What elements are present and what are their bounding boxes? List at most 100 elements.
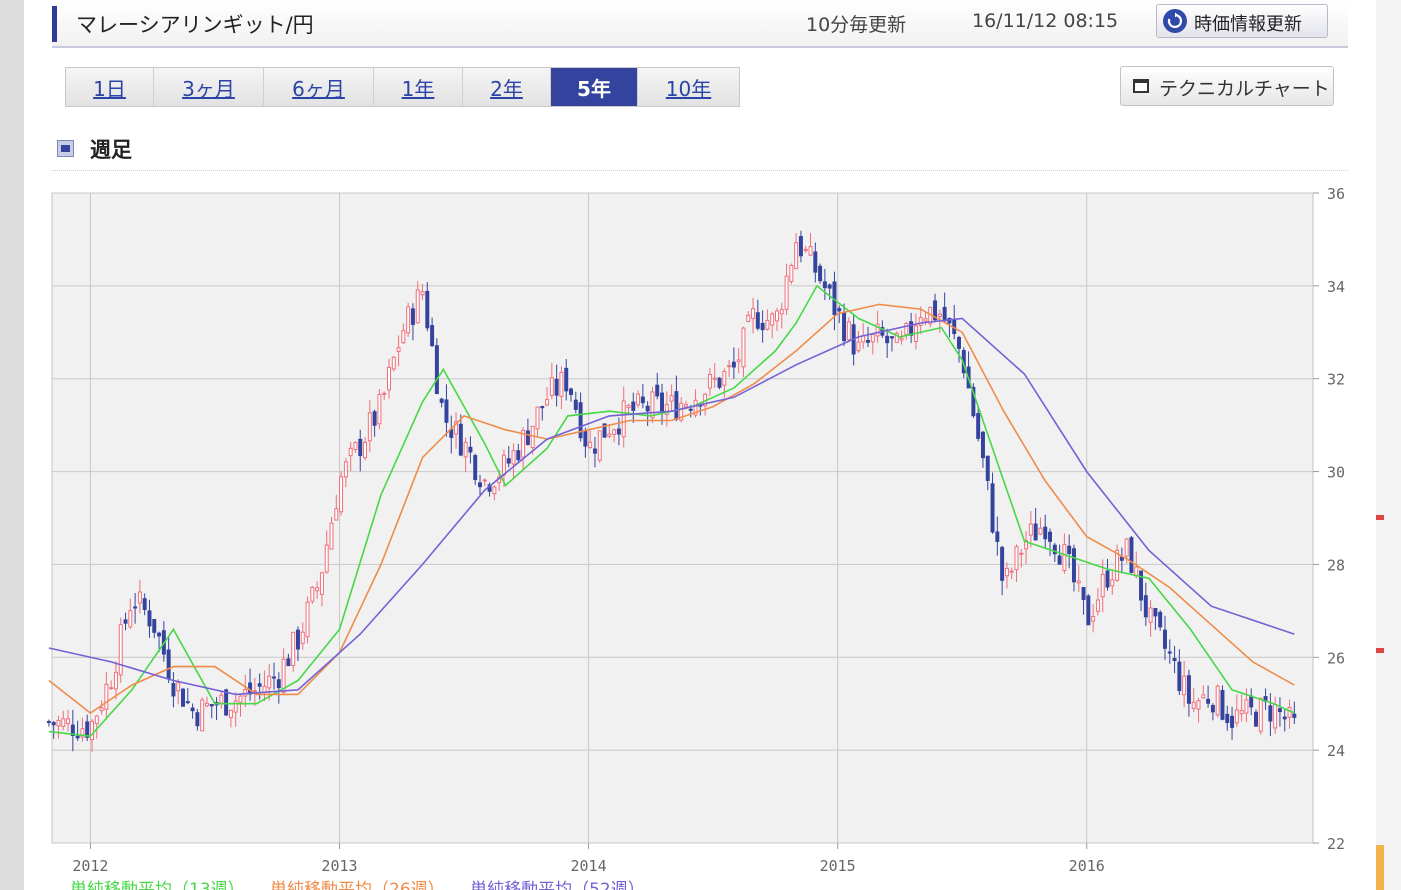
y-tick-label: 28 (1327, 556, 1345, 574)
candle-body (109, 687, 114, 690)
candle-body (319, 572, 324, 595)
candle-body (334, 508, 339, 521)
candle-body (516, 450, 521, 461)
candle-body (545, 399, 550, 406)
candle-body (755, 312, 760, 329)
candle-body (430, 325, 435, 347)
candle-body (837, 308, 842, 312)
candle-body (147, 610, 152, 627)
candle-body (1210, 704, 1215, 713)
candle-body (401, 330, 406, 344)
candle-body (1115, 549, 1120, 581)
refresh-button[interactable]: 時価情報更新 (1156, 4, 1328, 38)
tab-1d[interactable]: 1日 (66, 68, 154, 106)
y-tick-label: 24 (1327, 742, 1345, 760)
moving-average-line (48, 303, 1295, 714)
tab-2y[interactable]: 2年 (463, 68, 551, 106)
candle-body (1273, 703, 1278, 729)
candle-body (616, 428, 621, 435)
y-tick-label: 32 (1327, 371, 1345, 389)
candle-body (1249, 695, 1254, 708)
candle-body (1172, 658, 1177, 662)
candle-body (348, 447, 353, 457)
candle-body (257, 683, 262, 687)
candle-body (1067, 545, 1072, 555)
candle-body (1095, 599, 1100, 612)
candle-body (746, 314, 751, 322)
candle-body (511, 450, 516, 465)
candle-body (1000, 546, 1005, 581)
candle-body (640, 396, 645, 404)
ad-strip-mark (1376, 648, 1384, 653)
candle-body (664, 404, 669, 415)
technical-chart-button[interactable]: テクニカルチャート (1120, 66, 1334, 106)
section-icon (57, 140, 74, 157)
candle-body (818, 265, 823, 282)
candle-body (813, 251, 818, 273)
page-title: マレーシアリンギット/円 (76, 13, 314, 37)
page-scroll-area (1376, 0, 1401, 890)
tab-10y[interactable]: 10年 (665, 76, 712, 101)
window-icon (1133, 79, 1149, 93)
tab-3m[interactable]: 3ヶ月 (154, 68, 264, 106)
candle-body (353, 441, 358, 451)
title-bar (52, 0, 1348, 48)
tab-5y[interactable]: 5年 (551, 68, 638, 106)
candle-body (377, 393, 382, 425)
candle-body (1048, 531, 1053, 542)
candle-body (492, 486, 497, 495)
candle-body (468, 446, 473, 453)
candle-body (765, 319, 770, 330)
candle-body (717, 377, 722, 388)
candle-body (70, 724, 75, 736)
candle-body (46, 720, 51, 724)
candle-body (1196, 700, 1201, 710)
candle-body (99, 707, 104, 712)
candle-body (588, 441, 593, 449)
candle-body (1062, 543, 1067, 572)
candle-body (578, 402, 583, 439)
candle-body (85, 721, 90, 738)
candle-body (506, 458, 511, 464)
candle-body (1244, 699, 1249, 714)
candle-body (315, 587, 320, 592)
candle-body (473, 455, 478, 481)
candle-body (185, 701, 190, 704)
update-timestamp: 16/11/12 08:15 (972, 10, 1119, 32)
section-title: 週足 (90, 138, 132, 162)
y-tick-label: 36 (1327, 185, 1345, 203)
candle-body (909, 321, 914, 336)
candle-body (420, 291, 425, 296)
candle-body (363, 441, 368, 459)
candle-body (286, 658, 291, 667)
candle-body (731, 361, 736, 368)
candle-body (209, 703, 214, 707)
candle-body (324, 544, 329, 573)
candle-body (846, 321, 851, 341)
candle-body (1143, 595, 1148, 618)
tab-1y[interactable]: 1年 (374, 68, 463, 106)
candle-body (827, 284, 832, 289)
candle-body (1182, 675, 1187, 696)
candle-body (573, 399, 578, 410)
candle-body (822, 281, 827, 289)
candle-body (626, 405, 631, 409)
candle-body (262, 685, 267, 693)
legend-item-ma52: 単純移動平均（52週） (470, 880, 645, 890)
tab-6m[interactable]: 6ヶ月 (264, 68, 374, 106)
candle-body (142, 598, 147, 610)
candle-body (770, 313, 775, 326)
candle-body (1191, 701, 1196, 709)
candle-body (1254, 711, 1258, 727)
candle-body (1091, 616, 1096, 622)
candle-body (1148, 607, 1153, 623)
candle-body (569, 388, 573, 395)
candle-body (1100, 573, 1105, 598)
candle-body (406, 306, 411, 334)
refresh-icon (1163, 9, 1187, 33)
candle-body (181, 688, 185, 707)
candle-body (171, 683, 176, 697)
chart-legend: 単純移動平均（13週） 単純移動平均（26週） 単純移動平均（52週） (70, 880, 665, 890)
candle-body (583, 430, 588, 447)
candle-body (1081, 586, 1086, 600)
